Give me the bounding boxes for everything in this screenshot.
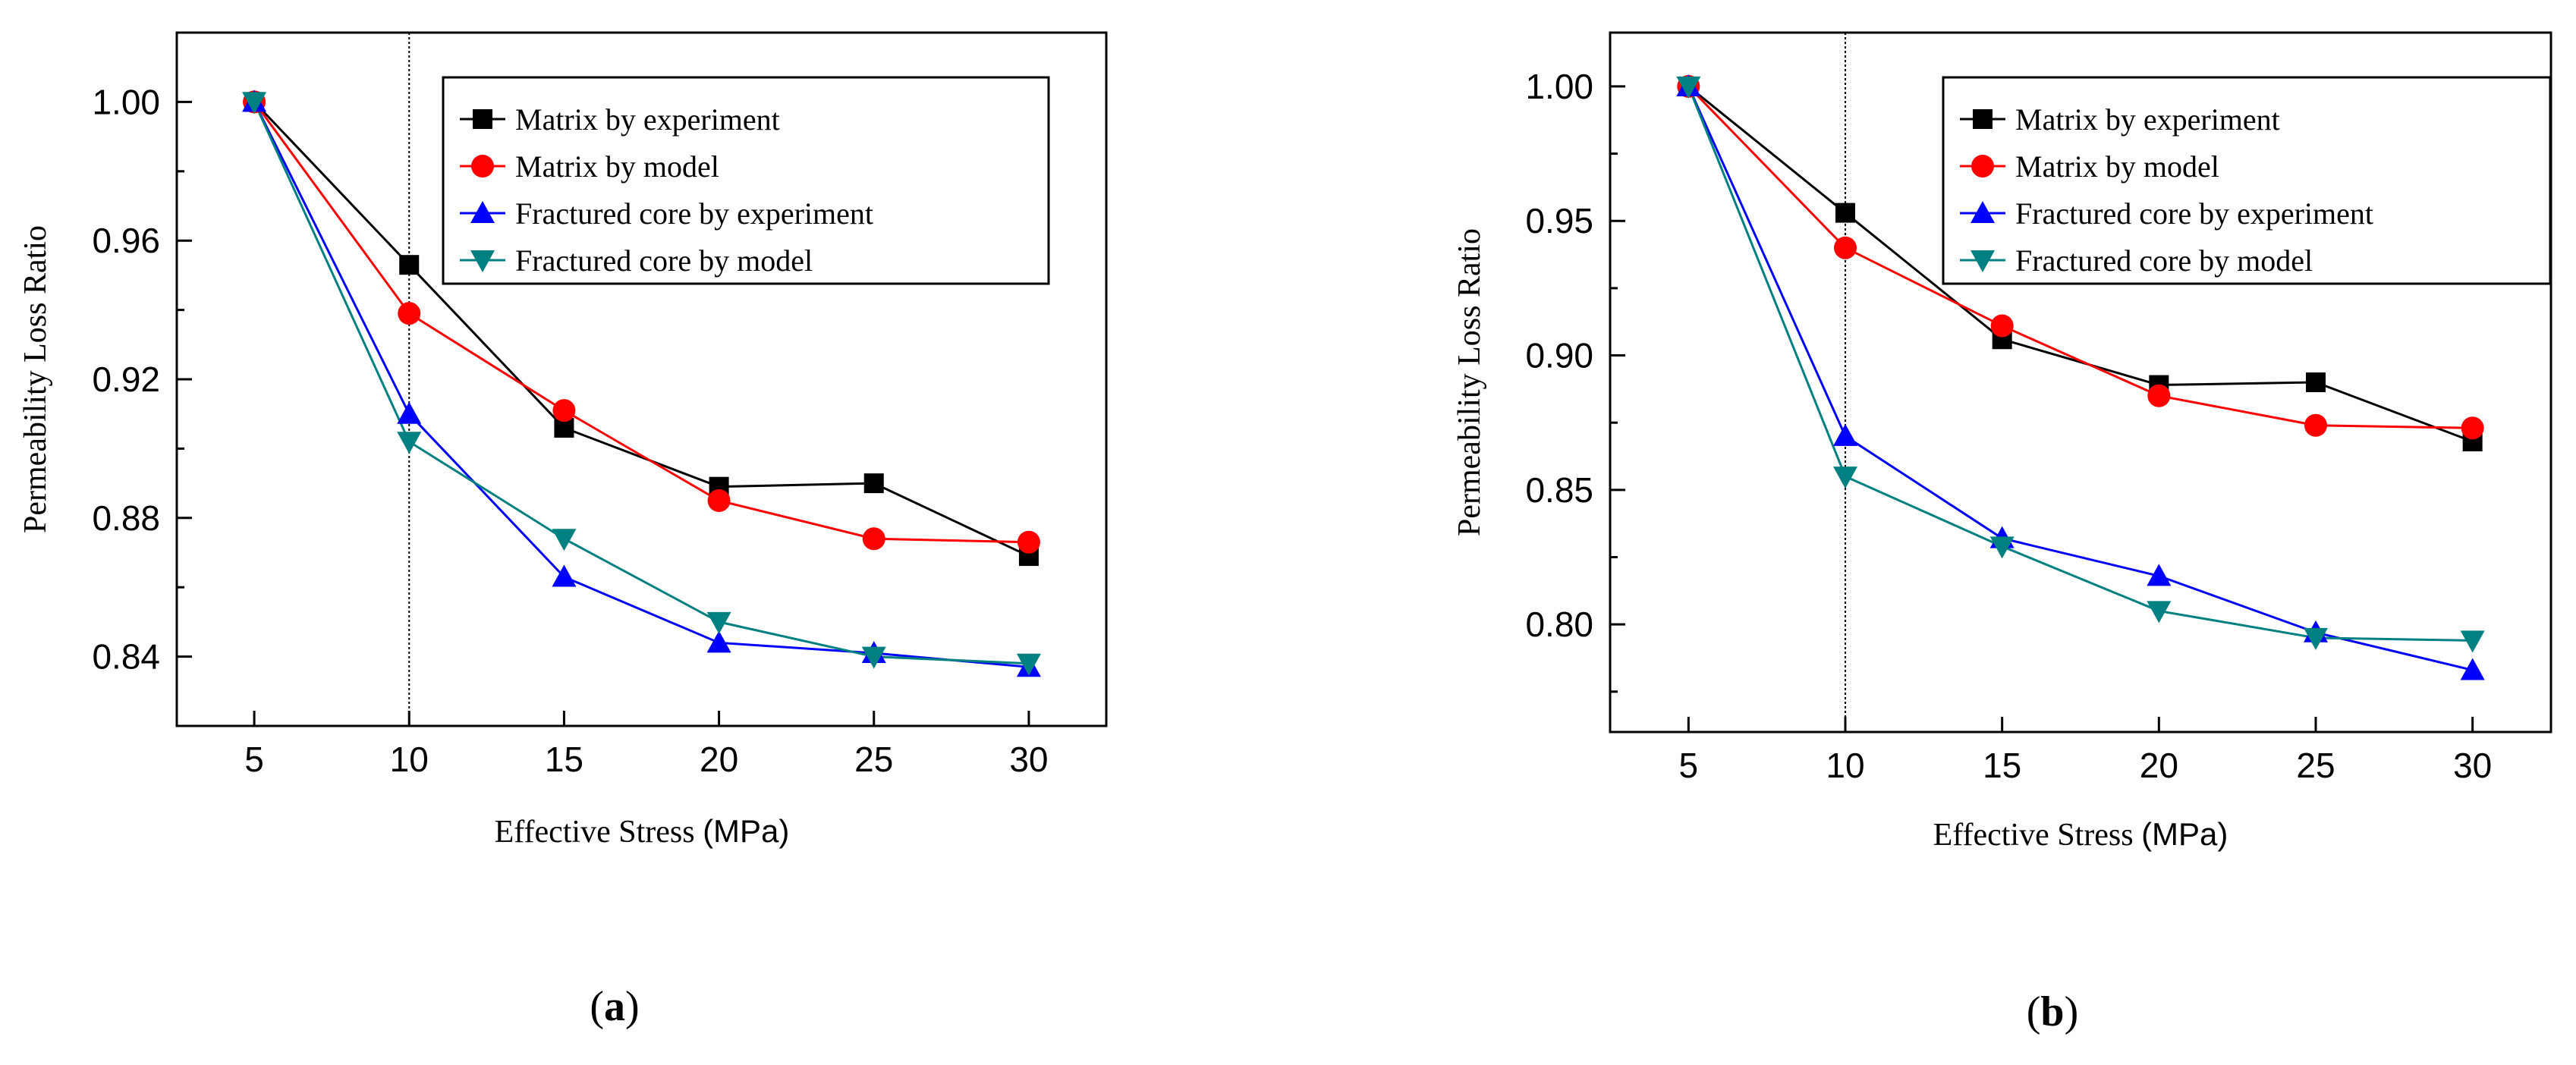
data-point-series-3 (706, 630, 731, 653)
legend-marker (470, 201, 495, 223)
y-tick-label: 0.92 (92, 360, 160, 399)
legend-entry: Fractured core by experiment (2015, 196, 2373, 231)
data-point-series-4 (1676, 76, 1701, 99)
data-point-series-4 (1989, 536, 2015, 559)
panel-label: (b) (2027, 988, 2078, 1035)
y-tick-label: 0.95 (1525, 201, 1593, 240)
x-tick-label: 10 (390, 740, 429, 779)
x-tick-label: 30 (1009, 740, 1048, 779)
legend-entry: Fractured core by experiment (515, 196, 873, 231)
series-line-4 (1687, 86, 2473, 642)
data-point-series-4 (861, 646, 886, 669)
y-tick-label: 1.00 (1525, 67, 1593, 106)
x-tick-label: 10 (1826, 746, 1864, 785)
x-axis-title: Effective Stress (MPa) (495, 813, 790, 850)
series-line-2 (253, 101, 1029, 544)
data-point-series-3 (552, 564, 577, 587)
data-point-series-3 (1833, 423, 1857, 446)
data-point-series-3 (2460, 658, 2485, 680)
x-tick-label: 5 (244, 740, 264, 779)
series-line-1 (253, 101, 1030, 558)
data-point-series-2 (1017, 530, 1040, 554)
y-tick-label: 0.85 (1525, 470, 1593, 510)
legend-marker (473, 109, 492, 129)
chart-b: 5 10 15 20 25 30 0.80 0.85 0.90 0.95 1.00 Matrix by… (1452, 31, 2552, 1035)
data-point-series-1 (1835, 203, 1855, 223)
data-point-series-2 (1834, 236, 1857, 259)
y-tick-label: 0.80 (1525, 605, 1593, 644)
legend-entry: Matrix by experiment (2015, 102, 2280, 137)
legend-marker (1971, 201, 1995, 223)
data-point-series-1 (399, 255, 420, 275)
plot-frame (1609, 31, 2552, 734)
data-point-series-2 (862, 527, 885, 551)
legend-entry: Fractured core by model (515, 243, 813, 278)
legend-entry: Matrix by model (2015, 149, 2219, 184)
x-axis-title: Effective Stress (MPa) (1933, 816, 2228, 853)
x-tick-label: 20 (2140, 746, 2178, 785)
x-tick-label: 15 (545, 740, 583, 779)
data-point-series-2 (707, 489, 731, 512)
data-point-series-4 (1833, 467, 1857, 489)
y-axis-title: Permeability Loss Ratio (18, 225, 53, 533)
x-tick-label: 20 (700, 740, 738, 779)
legend-box (442, 76, 1050, 285)
data-point-series-4 (2460, 630, 2485, 653)
data-point-series-4 (552, 529, 577, 551)
x-tick-label: 30 (2453, 746, 2492, 785)
y-tick-label: 0.90 (1525, 336, 1593, 375)
data-point-series-4 (397, 432, 422, 454)
legend-entry: Matrix by model (515, 149, 719, 184)
legend-marker (1973, 109, 1993, 129)
data-point-series-1 (2306, 372, 2326, 392)
data-point-series-3 (2147, 564, 2172, 586)
legend-marker (471, 155, 494, 178)
legend-box (1942, 76, 2552, 285)
y-tick-label: 0.84 (92, 637, 160, 677)
x-tick-label: 25 (854, 740, 893, 779)
data-point-series-4 (706, 611, 731, 634)
panel-label: (a) (590, 983, 639, 1030)
data-point-series-2 (552, 399, 576, 423)
y-tick-label: 0.88 (92, 498, 160, 538)
data-point-series-1 (863, 473, 884, 494)
data-point-series-2 (398, 302, 421, 325)
x-tick-label: 15 (1983, 746, 2021, 785)
data-point-series-2 (2461, 416, 2484, 440)
legend-entry: Fractured core by model (2015, 243, 2313, 278)
data-point-series-3 (397, 401, 422, 424)
series-line-3 (253, 101, 1030, 668)
series-line-2 (1687, 85, 2473, 429)
legend-marker (1971, 155, 1994, 178)
y-tick-label: 0.96 (92, 221, 160, 260)
x-tick-label: 25 (2296, 746, 2335, 785)
data-point-series-2 (2147, 384, 2171, 407)
y-axis-title: Permeability Loss Ratio (1452, 228, 1487, 536)
data-point-series-2 (2304, 413, 2327, 437)
data-point-series-2 (1990, 314, 2014, 338)
series-line-4 (253, 101, 1029, 665)
y-tick-label: 1.00 (92, 82, 160, 121)
legend-marker (470, 250, 495, 272)
series-line-1 (1687, 85, 2474, 443)
x-tick-label: 5 (1679, 746, 1699, 785)
data-point-series-4 (2304, 627, 2328, 650)
data-point-series-4 (242, 92, 267, 115)
chart-a: 5 10 15 20 25 30 0.84 0.88 0.92 0.96 1.00 Matrix by… (18, 31, 1108, 1030)
data-point-series-4 (1016, 653, 1041, 676)
legend-entry: Matrix by experiment (515, 102, 780, 137)
legend-marker (1971, 250, 1995, 272)
data-point-series-4 (2147, 601, 2172, 624)
